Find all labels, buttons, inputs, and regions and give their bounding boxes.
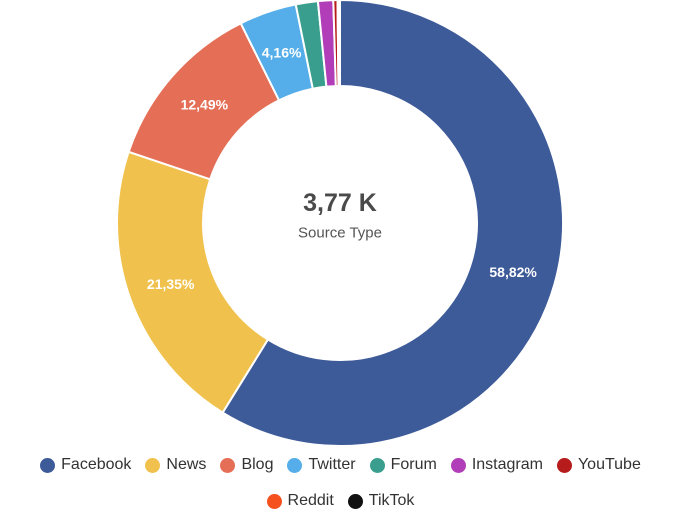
legend-item-reddit[interactable]: Reddit [266,492,334,510]
legend-marker-tiktok [347,493,363,509]
legend-marker-instagram [450,457,466,473]
legend-label-facebook: Facebook [61,456,132,473]
legend-label-twitter: Twitter [308,456,356,473]
legend-label-tiktok: TikTok [368,492,415,509]
legend-item-forum[interactable]: Forum [369,456,437,474]
legend-item-tiktok[interactable]: TikTok [347,492,415,510]
legend-marker-forum [369,457,385,473]
legend-marker-blog [220,457,236,473]
legend-marker-facebook [40,457,56,473]
legend-label-news: News [166,456,207,473]
slice-news[interactable] [116,150,270,415]
legend-item-youtube[interactable]: YouTube [556,456,641,474]
slice-facebook[interactable] [221,0,564,447]
legend-label-instagram: Instagram [471,456,543,473]
legend-marker-youtube [556,457,572,473]
slice-tiktok[interactable] [338,0,341,88]
legend-marker-news [145,457,161,473]
data-label-facebook: 58,82% [489,264,537,280]
center-value: 3,77 K [303,189,377,217]
legend-item-instagram[interactable]: Instagram [450,456,543,474]
legend-label-forum: Forum [390,456,437,473]
legend-marker-reddit [266,493,282,509]
legend-item-facebook[interactable]: Facebook [40,456,131,474]
data-label-twitter: 4,16% [262,45,302,61]
donut-chart-svg: 58,82% 21,35% 12,49% 4,16% 3,77 K Source Type [116,0,564,447]
legend-label-blog: Blog [241,456,274,473]
legend-label-youtube: YouTube [577,456,641,473]
center-label: Source Type [298,225,382,242]
data-label-news: 21,35% [147,276,195,292]
legend-row-1: Facebook News Blog Twitter Forum Instagram You… [0,456,681,474]
legend-item-blog[interactable]: Blog [220,456,273,474]
data-label-blog: 12,49% [181,97,229,113]
legend-item-twitter[interactable]: Twitter [287,456,356,474]
legend-item-news[interactable]: News [145,456,206,474]
legend-row-2: Reddit TikTok [0,492,681,510]
legend-marker-twitter [287,457,303,473]
legend-label-reddit: Reddit [287,492,334,509]
